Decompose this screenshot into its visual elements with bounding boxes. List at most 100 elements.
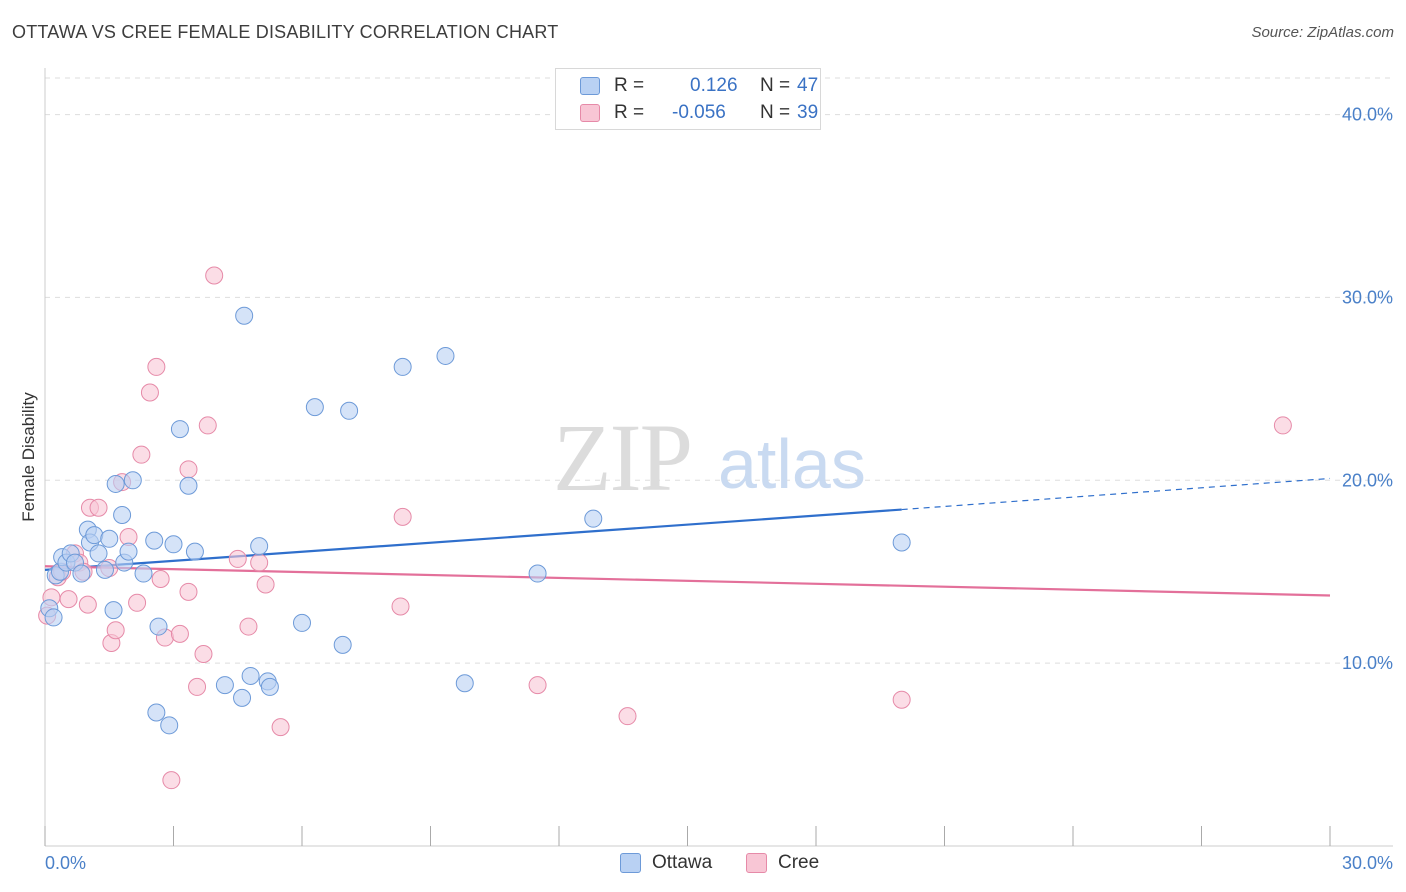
- ottawa-point: [293, 613, 311, 632]
- series-legend: Ottawa Cree: [0, 852, 1406, 878]
- cree-point: [147, 357, 166, 376]
- ottawa-point: [235, 306, 254, 325]
- tick-labels: 10.0% 20.0% 30.0% 40.0% 0.0% 30.0%: [45, 105, 1393, 873]
- cree-point: [151, 570, 170, 589]
- ottawa-point: [233, 688, 252, 707]
- x-tick-label: 0.0%: [45, 853, 86, 873]
- cree-point: [132, 445, 151, 464]
- cree-point: [140, 383, 159, 402]
- legend-r-value: -0.056: [672, 102, 726, 123]
- grid-lines: [45, 77, 1393, 664]
- legend-r-label: R =: [614, 75, 645, 96]
- ottawa-point: [85, 526, 104, 545]
- legend-n-label: N =: [760, 75, 791, 96]
- cree-point: [228, 549, 247, 568]
- ottawa-point: [179, 476, 198, 495]
- cree-point: [1273, 416, 1292, 435]
- ottawa-point: [584, 509, 603, 528]
- source-label: Source: ZipAtlas.com: [1251, 24, 1394, 41]
- ottawa-point: [333, 635, 352, 654]
- cree-point: [128, 593, 147, 612]
- legend-item-label: Cree: [778, 852, 820, 873]
- watermark: ZIP atlas: [553, 404, 866, 511]
- ottawa-point: [241, 666, 260, 685]
- watermark-atlas: atlas: [718, 425, 866, 503]
- watermark-zip: ZIP: [553, 404, 691, 511]
- y-tick-label: 40.0%: [1342, 105, 1393, 125]
- cree-point: [106, 621, 125, 640]
- cree-point: [271, 718, 290, 737]
- cree-trend-line: [44, 565, 1331, 597]
- ottawa-point: [892, 533, 911, 552]
- ottawa-point: [436, 346, 455, 365]
- cree-point: [78, 595, 97, 614]
- ottawa-point: [160, 716, 179, 735]
- ottawa-point: [95, 560, 114, 579]
- ottawa-point: [123, 471, 142, 490]
- cree-point: [239, 617, 258, 636]
- ottawa-point: [119, 542, 138, 561]
- ottawa-point: [134, 564, 153, 583]
- chart-title: OTTAWA VS CREE FEMALE DISABILITY CORRELA…: [12, 22, 559, 42]
- cree-point: [194, 645, 213, 663]
- cree-point: [892, 690, 911, 709]
- ottawa-point: [340, 401, 359, 420]
- ottawa-point: [164, 535, 183, 554]
- ottawa-point: [528, 564, 547, 583]
- axes: [44, 68, 1393, 847]
- cree-point: [250, 553, 269, 572]
- cree-point: [393, 507, 412, 526]
- legend-n-value: 47: [797, 75, 819, 96]
- cree-point: [391, 597, 410, 616]
- cree-point: [170, 624, 189, 643]
- correlation-legend: R = 0.126 N = 47 R = -0.056 N = 39: [555, 68, 821, 130]
- cree-point: [89, 498, 108, 517]
- legend-n-value: 39: [797, 102, 819, 123]
- cree-point: [256, 575, 275, 594]
- ottawa-point: [170, 420, 189, 439]
- ottawa-point: [305, 398, 324, 417]
- cree-point: [179, 582, 198, 601]
- ottawa-swatch: [620, 853, 641, 873]
- cree-point: [198, 416, 217, 435]
- cree-point: [205, 266, 224, 285]
- ottawa-trend-line: [44, 508, 902, 571]
- cree-swatch: [746, 853, 767, 873]
- ottawa-point: [185, 542, 204, 561]
- y-tick-label: 20.0%: [1342, 470, 1393, 490]
- x-tick-label: 30.0%: [1342, 853, 1393, 873]
- legend-item-label: Ottawa: [652, 852, 713, 873]
- legend-n-label: N =: [760, 102, 791, 123]
- ottawa-point: [145, 531, 164, 550]
- ottawa-point: [393, 357, 412, 376]
- cree-point: [528, 676, 547, 695]
- ottawa-point: [89, 544, 108, 563]
- ottawa-point: [44, 608, 63, 627]
- ottawa-point: [260, 677, 279, 696]
- y-axis-label: Female Disability: [19, 392, 38, 522]
- cree-point: [162, 771, 181, 790]
- cree-point: [59, 590, 78, 609]
- legend-r-value: 0.126: [690, 75, 738, 96]
- ottawa-swatch: [580, 77, 600, 95]
- ottawa-point: [455, 674, 474, 693]
- cree-swatch: [580, 104, 600, 122]
- ottawa-point: [104, 601, 123, 620]
- y-tick-label: 30.0%: [1342, 287, 1393, 307]
- ottawa-point: [149, 617, 168, 636]
- ottawa-point: [106, 474, 125, 493]
- ottawa-point: [113, 506, 132, 525]
- ottawa-point: [147, 703, 166, 722]
- ottawa-point: [215, 676, 234, 695]
- legend-r-label: R =: [614, 102, 645, 123]
- cree-point: [618, 707, 637, 726]
- ottawa-point: [72, 564, 91, 583]
- cree-point: [179, 460, 198, 479]
- y-tick-label: 10.0%: [1342, 653, 1393, 673]
- ottawa-point: [250, 537, 269, 556]
- ottawa-point: [100, 529, 119, 548]
- cree-point: [188, 677, 207, 696]
- ottawa-trend-extension: [901, 477, 1331, 511]
- data-points: [38, 266, 1292, 790]
